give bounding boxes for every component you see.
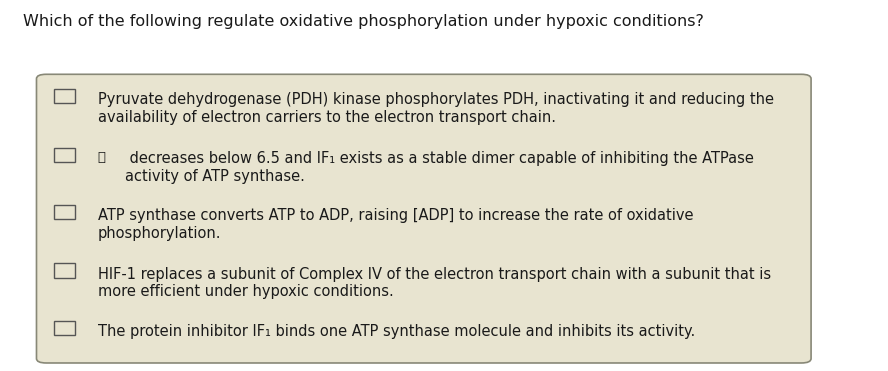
FancyBboxPatch shape [53, 89, 75, 104]
FancyBboxPatch shape [53, 148, 75, 162]
Text: The protein inhibitor IF₁ binds one ATP synthase molecule and inhibits its activ: The protein inhibitor IF₁ binds one ATP … [98, 324, 695, 339]
FancyBboxPatch shape [53, 263, 75, 278]
Text: ATP synthase converts ATP to ADP, raising [ADP] to increase the rate of oxidativ: ATP synthase converts ATP to ADP, raisin… [98, 209, 694, 241]
FancyBboxPatch shape [36, 74, 811, 363]
Text: HIF-1 replaces a subunit of Complex IV of the electron transport chain with a su: HIF-1 replaces a subunit of Complex IV o… [98, 266, 771, 299]
FancyBboxPatch shape [53, 205, 75, 219]
Text: Which of the following regulate oxidative phosphorylation under hypoxic conditio: Which of the following regulate oxidativ… [23, 14, 704, 29]
Text: Pyruvate dehydrogenase (PDH) kinase phosphorylates PDH, inactivating it and redu: Pyruvate dehydrogenase (PDH) kinase phos… [98, 92, 773, 125]
Text: 💬: 💬 [98, 151, 106, 164]
FancyBboxPatch shape [53, 321, 75, 335]
Text: decreases below 6.5 and IF₁ exists as a stable dimer capable of inhibiting the A: decreases below 6.5 and IF₁ exists as a … [124, 151, 754, 184]
